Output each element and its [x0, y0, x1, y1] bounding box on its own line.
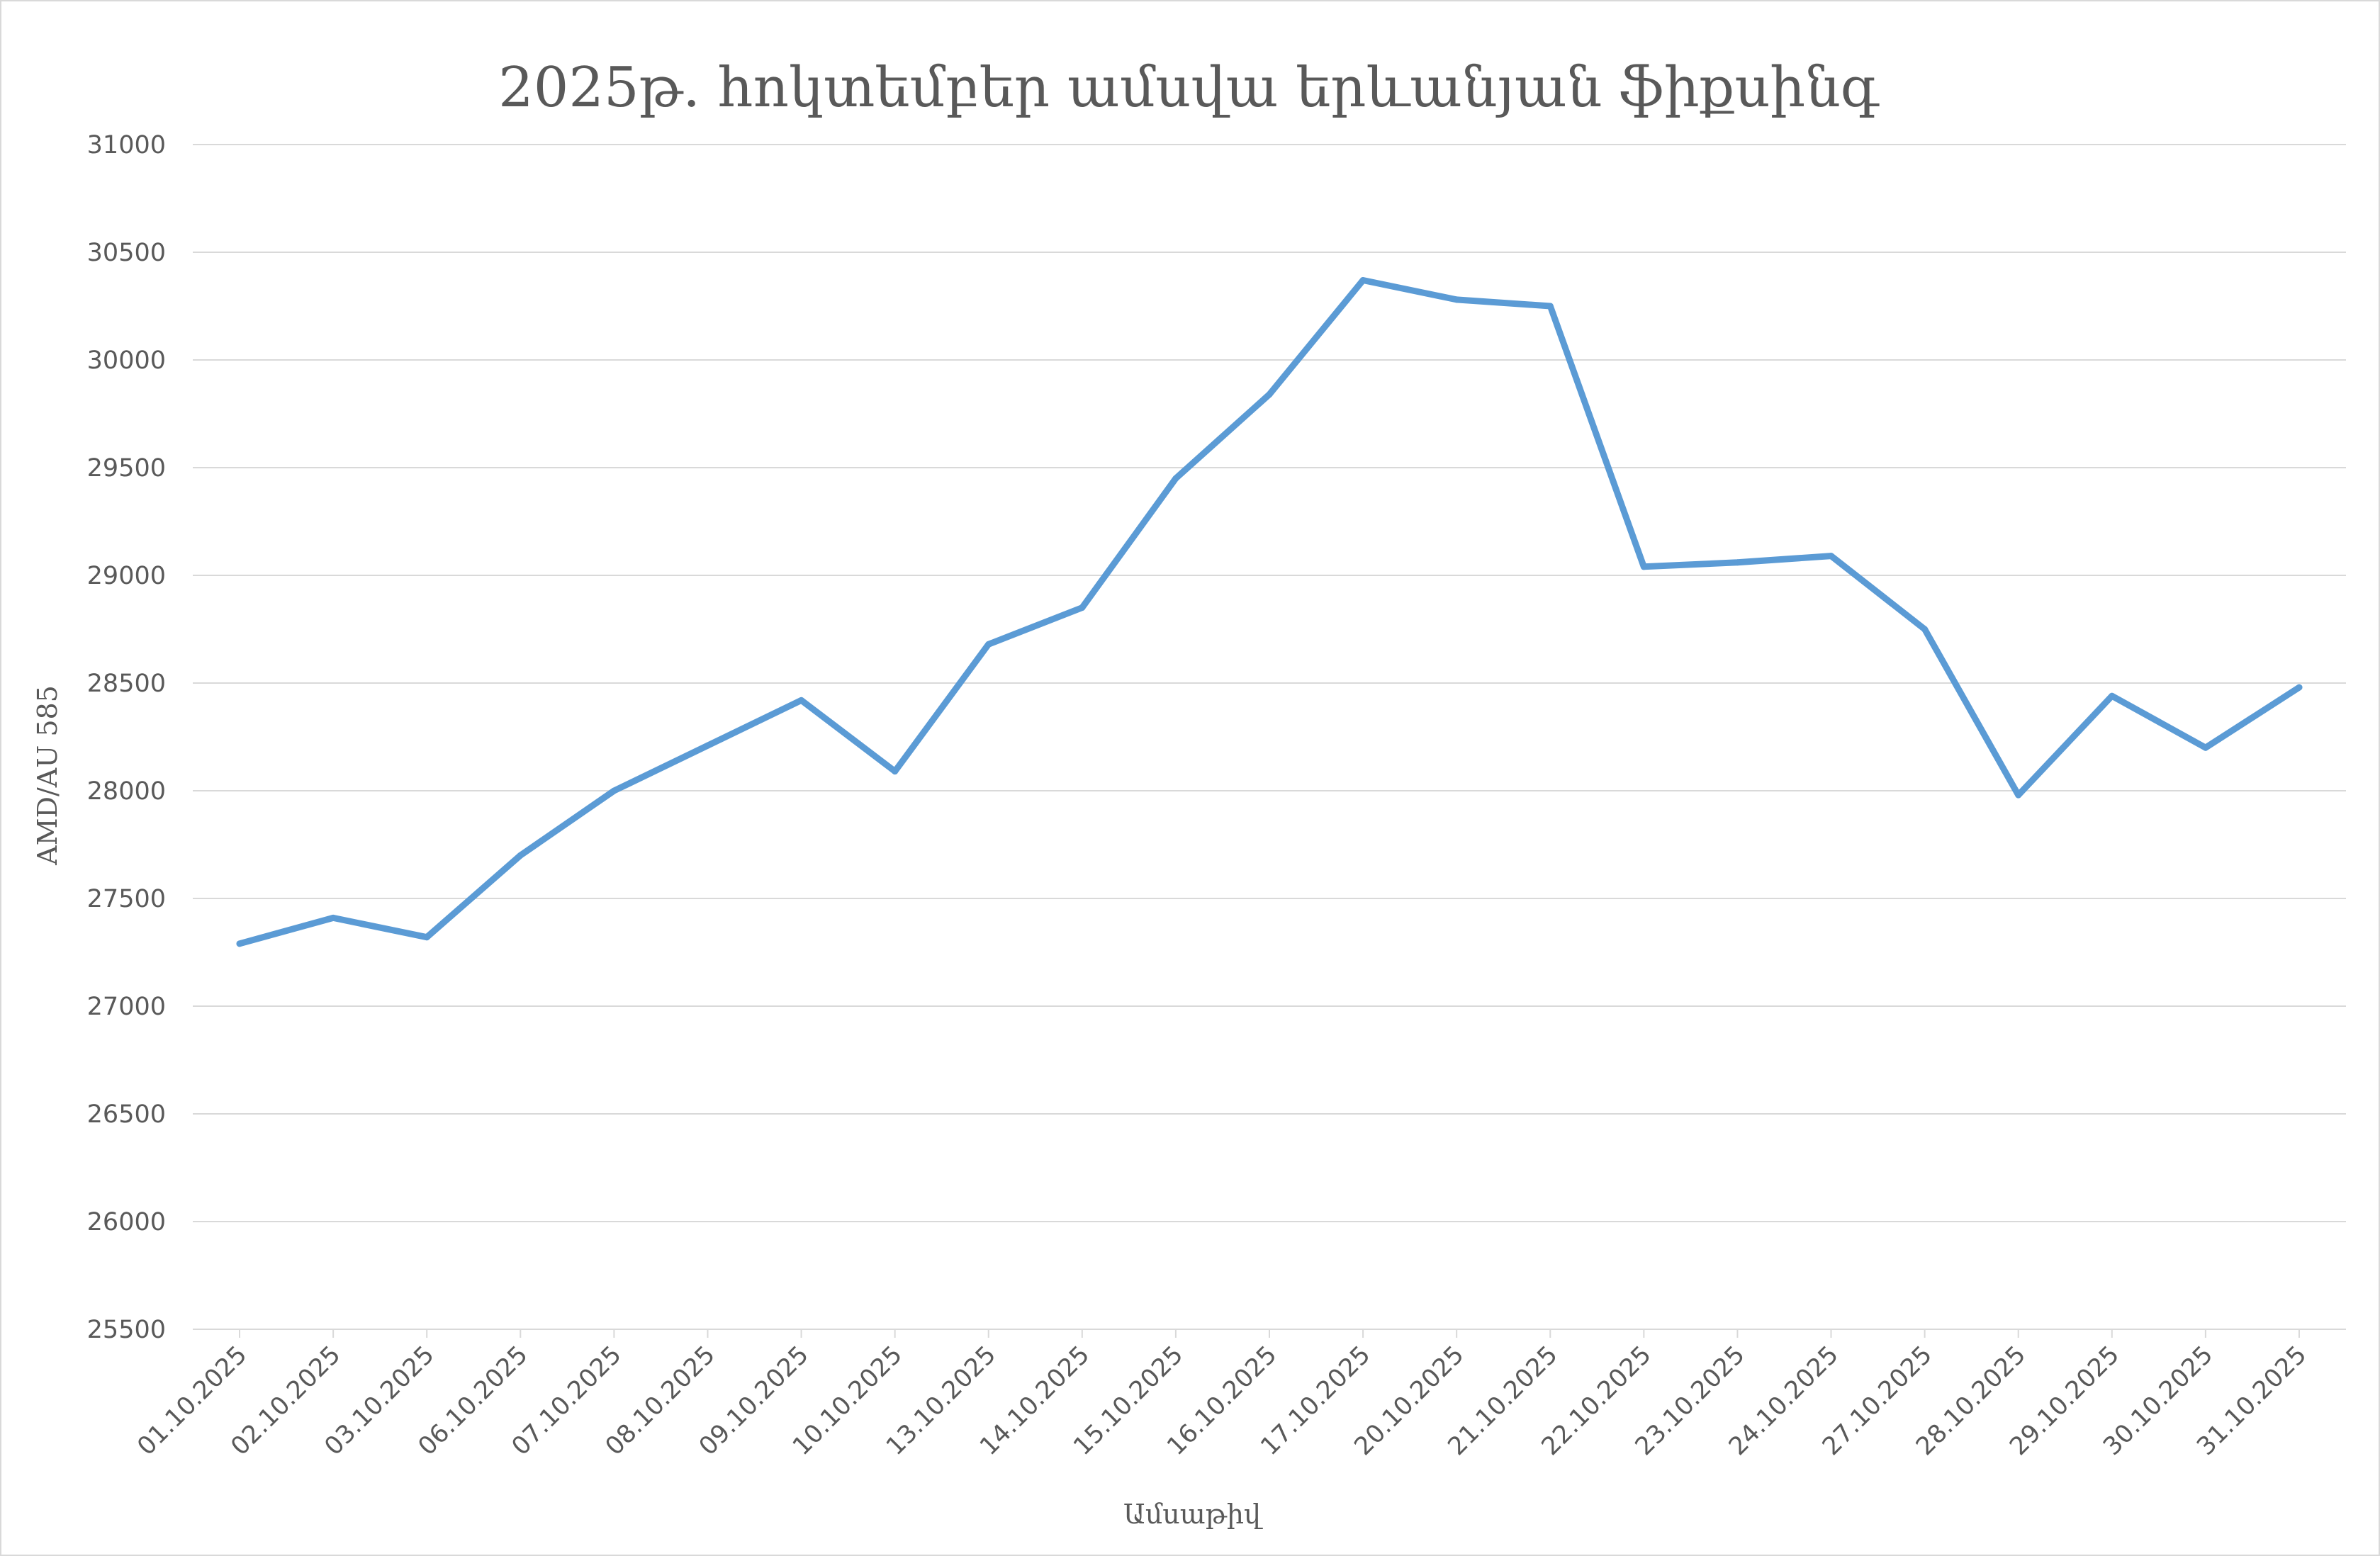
data-point [236, 940, 243, 947]
data-point [1921, 626, 1929, 633]
x-axis-ticks: 01.10.202502.10.202503.10.202506.10.2025… [132, 1329, 2312, 1461]
data-point [2015, 791, 2022, 799]
data-point [1828, 553, 1835, 560]
data-point [2109, 692, 2116, 699]
series-layer [236, 277, 2303, 947]
data-point [704, 742, 711, 749]
data-point [610, 787, 617, 794]
y-axis-ticks: 25500 26000 26500 27000 27500 28000 28500 29000… [87, 131, 166, 1344]
x-axis-title: Ամսաթիվ [1123, 1499, 1263, 1530]
data-point [1640, 563, 1647, 570]
y-tick-label: 30500 [87, 239, 166, 267]
y-tick-label: 31000 [87, 131, 166, 159]
data-point [517, 852, 524, 859]
y-tick-label: 27500 [87, 885, 166, 913]
data-point [1734, 559, 1741, 566]
gridlines [193, 144, 2346, 1330]
data-point [798, 697, 805, 704]
y-tick-label: 26000 [87, 1208, 166, 1236]
data-point [1453, 296, 1460, 303]
data-point [1079, 604, 1086, 611]
y-tick-label: 30000 [87, 346, 166, 375]
series-line [236, 277, 2303, 947]
y-tick-label: 28500 [87, 670, 166, 698]
data-point [1172, 475, 1179, 482]
data-point [1547, 303, 1554, 310]
y-tick-label: 29500 [87, 454, 166, 483]
data-point [892, 768, 899, 775]
data-point [2296, 684, 2303, 691]
chart-title: 2025թ. հոկտեմբեր ամսվա երևանյան ֆիքսինգ [498, 56, 1880, 120]
y-tick-label: 29000 [87, 562, 166, 590]
y-tick-label: 28000 [87, 777, 166, 806]
data-point [1359, 277, 1366, 284]
y-axis-title: AMD/AU 585 [32, 685, 63, 866]
y-tick-label: 25500 [87, 1316, 166, 1344]
data-point [330, 914, 337, 921]
data-point [2202, 744, 2209, 751]
y-tick-label: 26500 [87, 1100, 166, 1129]
data-point [423, 934, 430, 941]
data-point [1266, 391, 1273, 398]
y-tick-label: 27000 [87, 993, 166, 1021]
data-point [985, 641, 992, 648]
